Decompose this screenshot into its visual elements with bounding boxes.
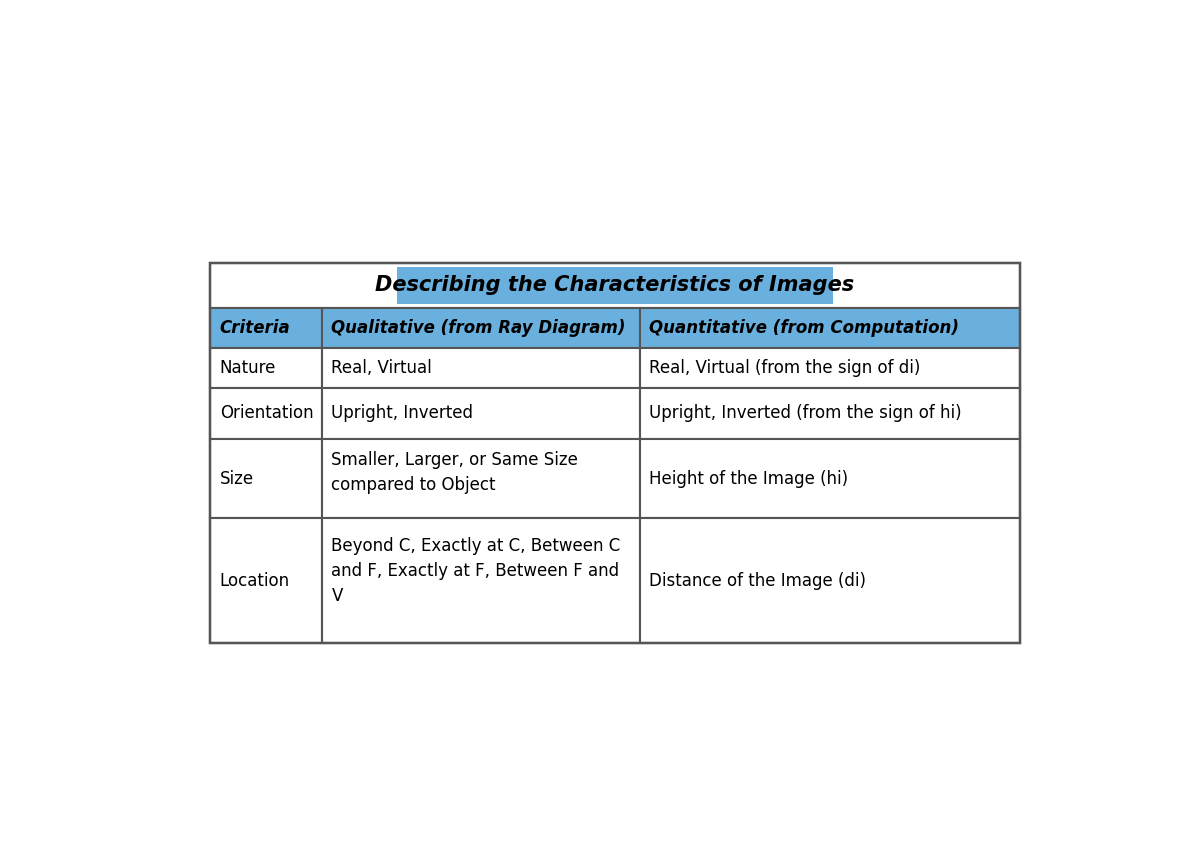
Bar bbox=[210, 348, 322, 388]
Bar bbox=[640, 348, 1020, 388]
Bar bbox=[210, 263, 1020, 643]
Bar bbox=[396, 267, 834, 304]
Bar bbox=[210, 439, 322, 518]
Bar bbox=[640, 308, 1020, 348]
Text: Describing the Characteristics of Images: Describing the Characteristics of Images bbox=[376, 275, 854, 296]
Bar bbox=[640, 439, 1020, 518]
Bar bbox=[322, 439, 640, 518]
Bar bbox=[322, 308, 640, 348]
Bar bbox=[210, 263, 1020, 308]
Text: Real, Virtual: Real, Virtual bbox=[331, 359, 432, 377]
Bar bbox=[210, 308, 322, 348]
Text: Qualitative (from Ray Diagram): Qualitative (from Ray Diagram) bbox=[331, 319, 626, 337]
Text: Quantitative (from Computation): Quantitative (from Computation) bbox=[649, 319, 959, 337]
Bar bbox=[640, 518, 1020, 643]
Text: Upright, Inverted (from the sign of hi): Upright, Inverted (from the sign of hi) bbox=[649, 405, 962, 423]
Text: Smaller, Larger, or Same Size
compared to Object: Smaller, Larger, or Same Size compared t… bbox=[331, 451, 578, 494]
Bar bbox=[210, 518, 322, 643]
Text: Upright, Inverted: Upright, Inverted bbox=[331, 405, 474, 423]
Bar bbox=[322, 388, 640, 439]
Text: Size: Size bbox=[220, 469, 254, 487]
Bar bbox=[210, 388, 322, 439]
Bar bbox=[322, 518, 640, 643]
Bar bbox=[322, 348, 640, 388]
Text: Height of the Image (hi): Height of the Image (hi) bbox=[649, 469, 848, 487]
Text: Distance of the Image (di): Distance of the Image (di) bbox=[649, 572, 866, 590]
Text: Location: Location bbox=[220, 572, 290, 590]
Text: Real, Virtual (from the sign of di): Real, Virtual (from the sign of di) bbox=[649, 359, 920, 377]
Bar bbox=[640, 388, 1020, 439]
Text: Nature: Nature bbox=[220, 359, 276, 377]
Text: Criteria: Criteria bbox=[220, 319, 290, 337]
Text: Beyond C, Exactly at C, Between C
and F, Exactly at F, Between F and
V: Beyond C, Exactly at C, Between C and F,… bbox=[331, 537, 620, 605]
Text: Orientation: Orientation bbox=[220, 405, 313, 423]
